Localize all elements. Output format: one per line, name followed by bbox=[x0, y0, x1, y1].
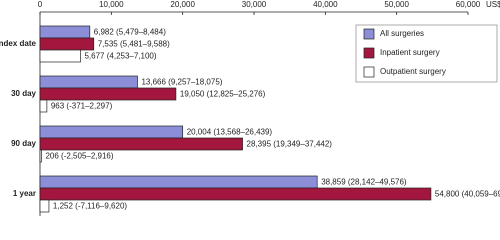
value-label: 19,050 (12,825–25,276) bbox=[180, 90, 266, 99]
legend-swatch bbox=[363, 66, 375, 78]
chart: US$ 0 10,000 20,000 30,000 40,000 50,000 60,00… bbox=[0, 0, 500, 216]
value-label: 13,666 (9,257–18,075) bbox=[141, 78, 222, 87]
legend-swatch bbox=[363, 28, 375, 40]
x-tick-label: 0 bbox=[38, 0, 43, 9]
x-axis-label: US$ bbox=[486, 0, 500, 9]
x-tick-label: 60,000 bbox=[456, 0, 481, 9]
value-label: 54,800 (40,059–69,541) bbox=[435, 190, 500, 199]
bar bbox=[39, 187, 432, 201]
value-label: 7,535 (5,481–9,588) bbox=[98, 40, 170, 49]
legend-label: Outpatient surgery bbox=[380, 67, 446, 76]
bar bbox=[39, 125, 184, 139]
x-tick-label: 30,000 bbox=[242, 0, 267, 9]
bar bbox=[39, 25, 91, 39]
bar bbox=[39, 99, 48, 113]
value-label: 963 (-371–2,297) bbox=[51, 102, 113, 111]
legend-label: Inpatient surgery bbox=[380, 48, 440, 57]
value-label: 20,004 (13,568–26,439) bbox=[187, 128, 273, 137]
value-label: 206 (-2,505–2,916) bbox=[45, 152, 113, 161]
category-label: 90 day bbox=[11, 139, 36, 148]
bar bbox=[39, 199, 50, 213]
value-label: 6,982 (5,479–8,484) bbox=[94, 28, 166, 37]
x-tick-label: 50,000 bbox=[384, 0, 409, 9]
x-tick-label: 20,000 bbox=[170, 0, 195, 9]
bar bbox=[39, 49, 81, 63]
value-label: 28,395 (19,349–37,442) bbox=[247, 140, 333, 149]
bar bbox=[39, 175, 318, 189]
bar bbox=[39, 75, 138, 89]
x-tick-label: 40,000 bbox=[313, 0, 338, 9]
bar bbox=[39, 149, 42, 163]
legend-swatch bbox=[363, 47, 375, 59]
legend-box bbox=[355, 24, 498, 83]
value-label: 1,252 (-7,116–9,620) bbox=[53, 202, 127, 211]
value-label: 38,859 (28,142–49,576) bbox=[321, 178, 407, 187]
bar bbox=[39, 37, 95, 51]
bar bbox=[39, 137, 243, 151]
category-label: Index date bbox=[0, 39, 37, 48]
value-label: 5,677 (4,253–7,100) bbox=[84, 52, 156, 61]
legend-label: All surgeries bbox=[380, 29, 424, 38]
x-tick-label: 10,000 bbox=[99, 0, 124, 9]
bar bbox=[39, 87, 177, 101]
category-label: 1 year bbox=[13, 189, 36, 198]
category-label: 30 day bbox=[11, 89, 36, 98]
